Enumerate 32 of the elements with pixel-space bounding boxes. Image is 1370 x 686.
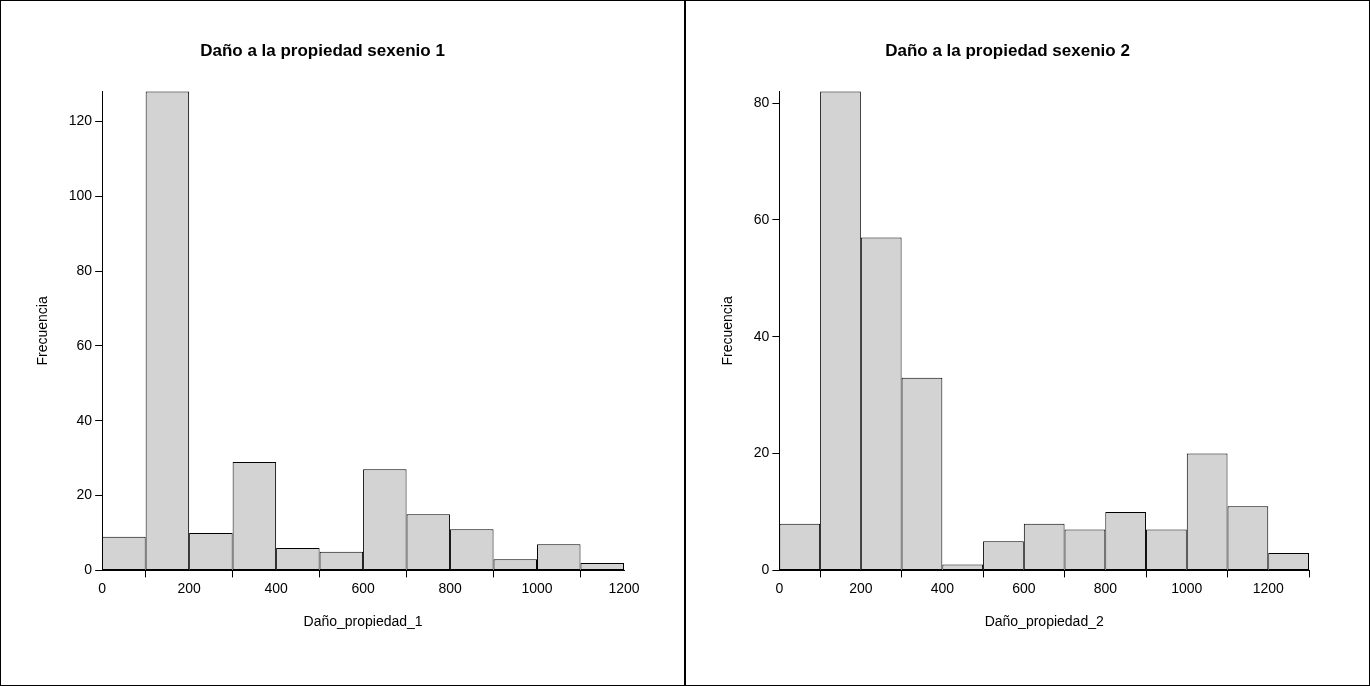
y-tick-label: 0 (84, 561, 93, 578)
x-tick-label: 0 (775, 579, 784, 596)
x-tick-label: 1000 (521, 579, 553, 596)
x-axis-title: Daño_propiedad_1 (303, 613, 423, 630)
y-tick-label: 60 (76, 336, 93, 353)
x-tick-label: 400 (264, 579, 288, 596)
y-tick-label: 80 (753, 93, 770, 110)
x-tick-label: 1200 (608, 579, 640, 596)
x-tick-label: 0 (98, 579, 107, 596)
y-tick-label: 120 (68, 112, 93, 129)
x-tick-label: 1000 (1171, 579, 1203, 596)
x-axis-title: Daño_propiedad_2 (984, 613, 1104, 630)
y-tick-label: 20 (76, 486, 93, 503)
x-tick-label: 800 (438, 579, 462, 596)
chart-title: Daño a la propiedad sexenio 1 (200, 40, 445, 60)
y-tick-label: 80 (76, 261, 93, 278)
x-tick-label: 200 (177, 579, 202, 596)
y-tick-label: 100 (68, 187, 93, 204)
x-tick-label: 400 (930, 579, 955, 596)
y-axis-title: Frecuencia (34, 296, 51, 366)
x-tick-label: 600 (1012, 579, 1036, 596)
y-tick-label: 40 (753, 327, 770, 344)
y-tick-label: 20 (753, 444, 770, 461)
y-tick-label: 60 (753, 210, 770, 227)
x-tick-label: 800 (1093, 579, 1118, 596)
y-tick-label: 40 (76, 411, 93, 428)
x-tick-label: 200 (849, 579, 873, 596)
chart-title: Daño a la propiedad sexenio 2 (885, 40, 1130, 60)
x-tick-label: 1200 (1252, 579, 1285, 596)
x-tick-label: 600 (351, 579, 375, 596)
y-axis-title: Frecuencia (719, 296, 736, 366)
y-tick-label: 0 (761, 561, 770, 578)
